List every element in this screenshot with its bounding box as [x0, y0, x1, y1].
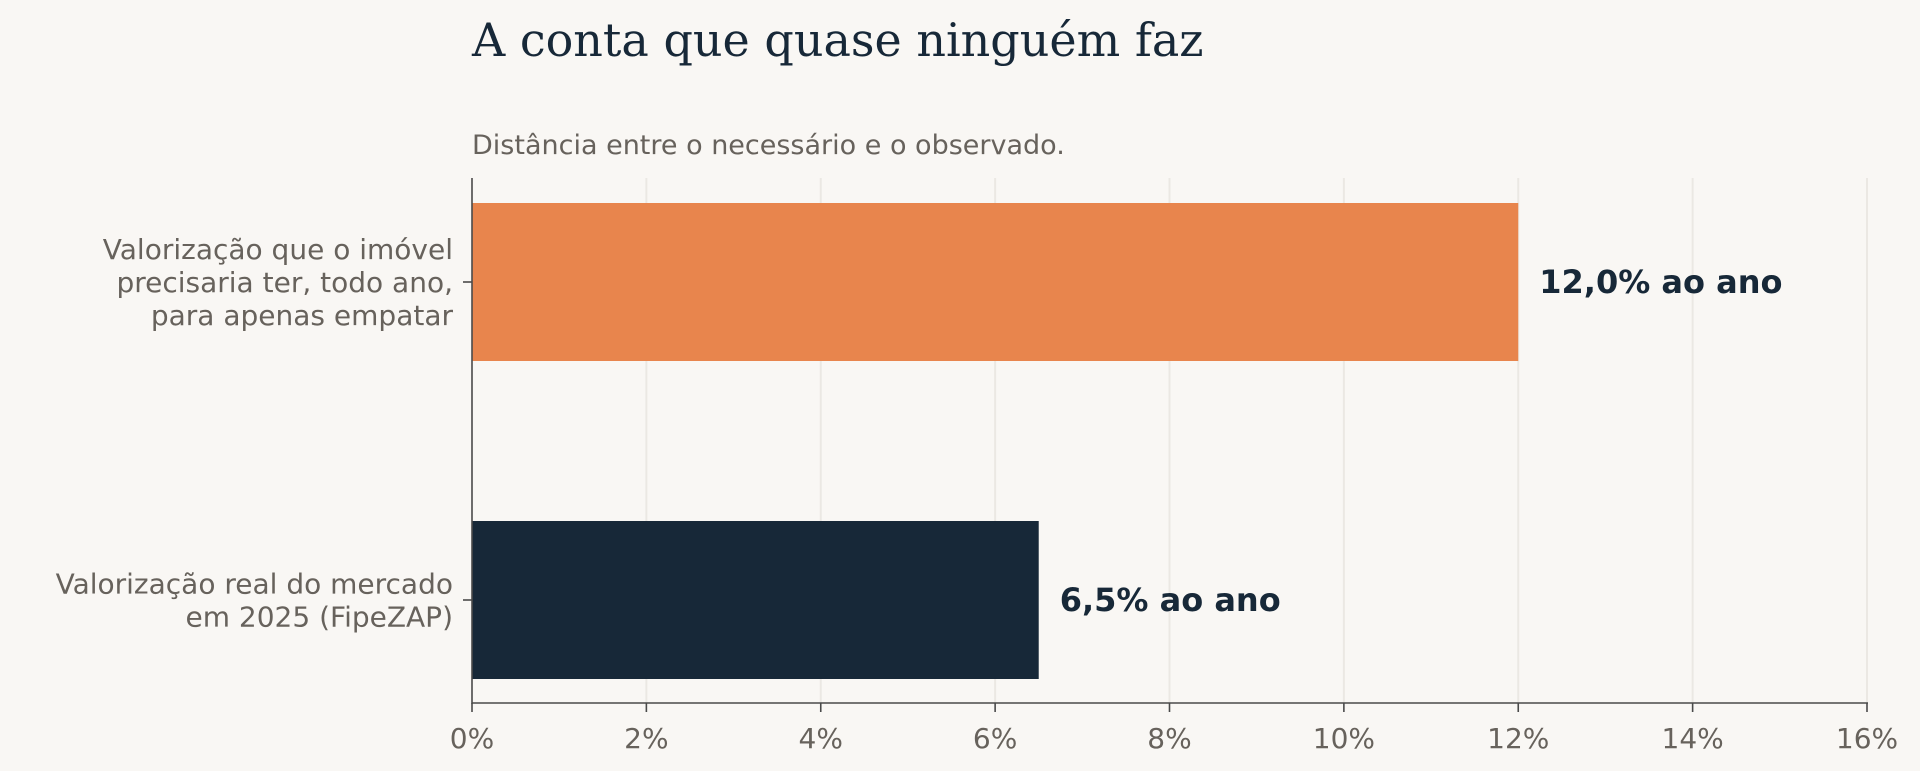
x-tick-label: 14% [1662, 722, 1724, 755]
x-tick-label: 8% [1147, 722, 1191, 755]
x-tick-label: 12% [1487, 722, 1549, 755]
data-label: 6,5% ao ano [1060, 581, 1281, 619]
bars [472, 203, 1519, 679]
x-tick-label: 6% [973, 722, 1017, 755]
category-label: Valorização que o imóvel precisaria ter, … [103, 233, 454, 332]
category-label-line: Valorização real do mercado [56, 568, 453, 601]
category-label-line: para apenas empatar [151, 299, 454, 332]
x-tick-label: 0% [450, 722, 494, 755]
axes [463, 178, 1868, 712]
category-label: Valorização real do mercado em 2025 (Fipe… [56, 568, 453, 634]
category-label-line: em 2025 (FipeZAP) [186, 601, 453, 634]
chart-subtitle: Distância entre o necessário e o observa… [472, 130, 1065, 161]
category-label-line: Valorização que o imóvel [103, 233, 453, 266]
x-tick-label: 16% [1836, 722, 1898, 755]
x-tick-label: 4% [799, 722, 843, 755]
x-tick-label: 10% [1313, 722, 1375, 755]
labels: 12,0% ao ano 6,5% ao ano 0% 2% 4% 6% 8% 10% 12% 1… [56, 233, 1899, 755]
bar [472, 521, 1039, 679]
x-tick-label: 2% [624, 722, 668, 755]
category-label-line: precisaria ter, todo ano, [116, 266, 453, 299]
bar [472, 203, 1519, 361]
data-label: 12,0% ao ano [1539, 263, 1782, 301]
chart-title: A conta que quase ninguém faz [471, 13, 1204, 67]
